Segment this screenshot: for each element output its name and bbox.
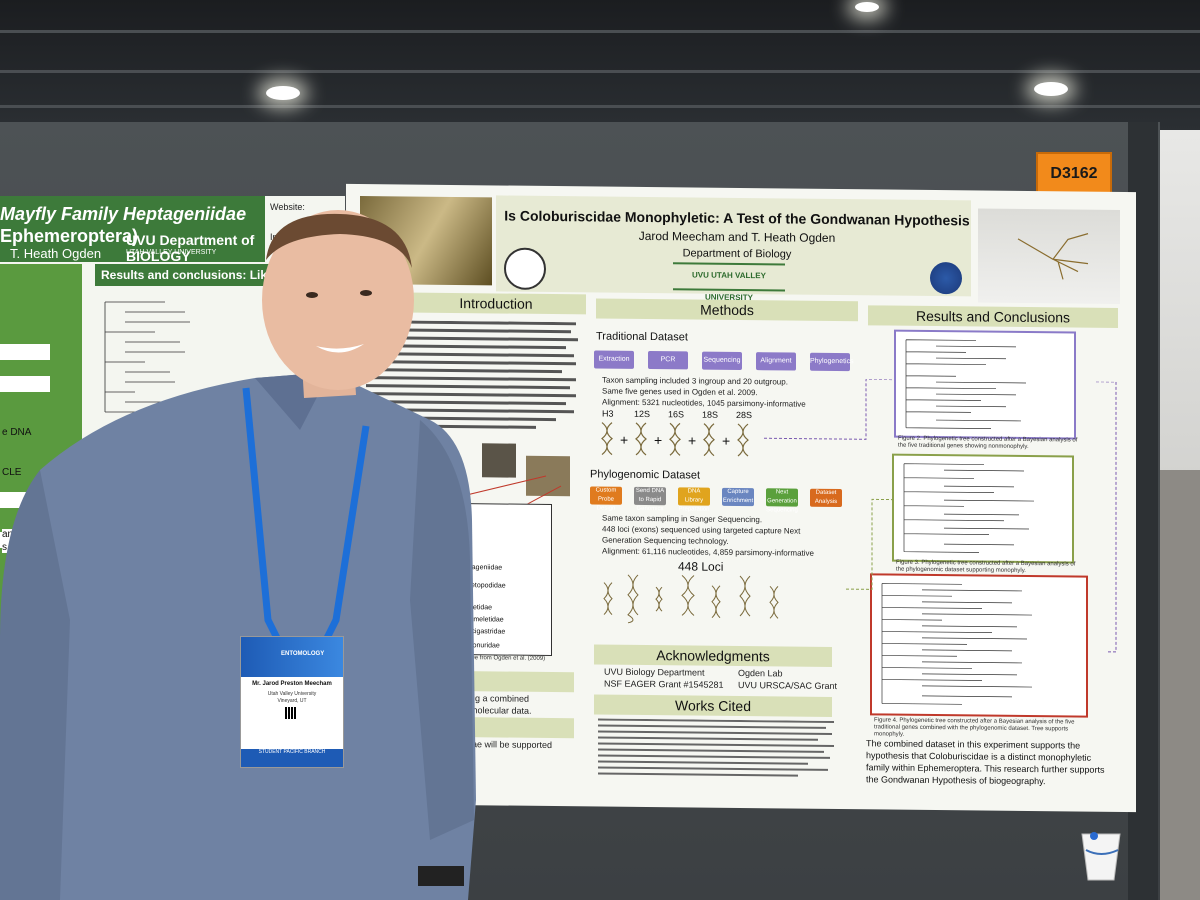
dna-helix-icons: + + + + bbox=[601, 422, 749, 457]
ceiling-light bbox=[855, 2, 879, 12]
left-poster-author: T. Heath Ogden bbox=[10, 246, 102, 261]
badge-name: Mr. Jarod Preston Meecham bbox=[252, 681, 332, 687]
works-cited-heading: Works Cited bbox=[594, 694, 832, 717]
connector-lines bbox=[764, 378, 1117, 653]
workflow-step: Extraction bbox=[594, 350, 634, 369]
gene-label: 28S bbox=[736, 409, 753, 421]
badge-footer: STUDENT PACIFIC BRANCH bbox=[241, 749, 343, 767]
works-cited-text bbox=[598, 718, 834, 777]
workflow-step: Capture Enrichment bbox=[722, 487, 754, 507]
ceiling-light bbox=[1034, 82, 1068, 96]
introduction-heading: Introduction bbox=[406, 292, 586, 315]
ceiling-truss bbox=[0, 105, 1200, 108]
gene-label: H3 bbox=[602, 408, 614, 419]
family-label: Ameletidae bbox=[457, 604, 493, 612]
gene-label: 18S bbox=[702, 409, 719, 420]
methods-heading: Methods bbox=[596, 298, 858, 322]
badge-location: Vineyard, UT bbox=[277, 698, 307, 704]
phylogenomic-tree-figure bbox=[892, 453, 1074, 564]
ceiling bbox=[0, 0, 1200, 130]
traditional-dataset-heading: Traditional Dataset bbox=[596, 330, 688, 344]
workflow-step: Phylogenetics bbox=[810, 352, 854, 372]
left-poster-logo: UVU Department of BIOLOGY bbox=[126, 232, 255, 264]
left-poster-website-label: Website: bbox=[270, 202, 305, 212]
qr-code-icon bbox=[285, 707, 297, 719]
left-poster-instagram-label: Instagram: bbox=[270, 232, 313, 242]
objectives-text: tional molecular data. bbox=[446, 704, 532, 716]
objectives-heading: ves bbox=[446, 670, 574, 693]
adult-mayfly-photo bbox=[978, 208, 1120, 304]
hypothesis-text: uriscidae will be supported bbox=[446, 738, 553, 751]
workflow-step: PCR bbox=[648, 351, 688, 370]
left-poster-label: s of the following bbox=[2, 542, 77, 553]
ceiling-truss bbox=[0, 70, 1200, 73]
svg-text:+: + bbox=[688, 432, 696, 448]
nsf-logo-icon bbox=[930, 261, 962, 295]
family-label: Oniscigastridae bbox=[457, 628, 506, 636]
phylogenomic-dataset-heading: Phylogenomic Dataset bbox=[590, 468, 701, 482]
badge-header: ENTOMOLOGY bbox=[241, 637, 343, 677]
left-poster-header: Mayfly Family Heptageniidae Ephemeropter… bbox=[0, 196, 265, 264]
acknowledgment-item: UVU URSCA/SAC Grant bbox=[738, 679, 838, 692]
svg-text:+: + bbox=[654, 432, 662, 448]
paper-cup bbox=[1081, 832, 1121, 881]
left-poster-label: e DNA bbox=[2, 427, 32, 438]
workflow-step: Alignment bbox=[756, 352, 796, 371]
combined-tree-figure bbox=[870, 573, 1088, 718]
gene-label: 12S bbox=[634, 408, 651, 420]
ceiling-light bbox=[266, 86, 300, 100]
acknowledgment-item: Ogden Lab bbox=[738, 667, 783, 679]
left-poster-section-heading: Results and conclusions: Likelihood bbox=[95, 264, 310, 286]
sidebar-box bbox=[0, 344, 50, 360]
left-poster-title-line2: Ephemeroptera) bbox=[0, 226, 139, 246]
hypothesis-heading: esis bbox=[446, 716, 574, 739]
badge-organization: Utah Valley University bbox=[267, 691, 317, 697]
family-label: Nesameletidae bbox=[457, 616, 504, 624]
booth-number-sign: D3162 bbox=[1036, 152, 1112, 196]
results-heading: Results and Conclusions bbox=[868, 305, 1118, 328]
bayesian-tree-figure bbox=[894, 329, 1076, 440]
workflow-step: Send DNA to Rapid Genomics bbox=[634, 486, 666, 513]
left-poster-university: UTAH VALLEY UNIVERSITY bbox=[126, 249, 217, 256]
family-label: Siphlonuridae bbox=[457, 642, 500, 650]
acknowledgment-item: UVU Biology Department bbox=[604, 666, 705, 678]
acknowledgment-item: NSF EAGER Grant #1545281 bbox=[604, 678, 724, 690]
workflow-step: Custom Probe Design bbox=[590, 486, 622, 512]
svg-text:+: + bbox=[620, 432, 628, 448]
name-badge: ENTOMOLOGY Mr. Jarod Preston Meecham Uta… bbox=[240, 636, 344, 768]
loci-label: 448 Loci bbox=[678, 559, 724, 574]
left-poster-title-line1: Mayfly Family Heptageniidae bbox=[0, 204, 247, 224]
family-tree-figure: Heptageniidae Metretopodidae Ameletidae … bbox=[446, 502, 552, 657]
gene-label: 16S bbox=[668, 409, 685, 420]
uvu-logo: UVU UTAH VALLEY UNIVERSITY bbox=[673, 262, 785, 302]
objectives-text: ae using a combined bbox=[446, 692, 530, 704]
conclusion-text: The combined dataset in this experiment … bbox=[866, 738, 1105, 787]
left-poster-label: CLE bbox=[2, 467, 22, 478]
ceiling-truss bbox=[0, 30, 1200, 33]
badge-event: ENTOMOLOGY bbox=[281, 651, 325, 657]
main-poster: Is Coloburiscidae Monophyletic: A Test o… bbox=[346, 183, 1136, 813]
workflow-step: Sequencing bbox=[702, 351, 742, 371]
mayfly-icon bbox=[1017, 233, 1089, 280]
family-label: Heptageniidae bbox=[457, 564, 503, 572]
left-poster-label: and Bayesian with bbox=[2, 529, 84, 540]
left-poster-tree bbox=[104, 301, 190, 413]
sidebar-box bbox=[0, 376, 50, 392]
university-seal-icon bbox=[504, 247, 546, 290]
workflow-step: DNA Library Preparation bbox=[678, 487, 710, 513]
introduction-text bbox=[366, 320, 578, 429]
svg-text:+: + bbox=[722, 433, 730, 449]
family-label: Metretopodidae bbox=[457, 582, 506, 590]
figure-source: Tree from Ogden et al. (2009) bbox=[466, 655, 546, 662]
loci-helix-icons bbox=[603, 574, 779, 624]
mayfly-nymph-photo bbox=[360, 196, 492, 286]
sidebar-box bbox=[0, 492, 50, 508]
